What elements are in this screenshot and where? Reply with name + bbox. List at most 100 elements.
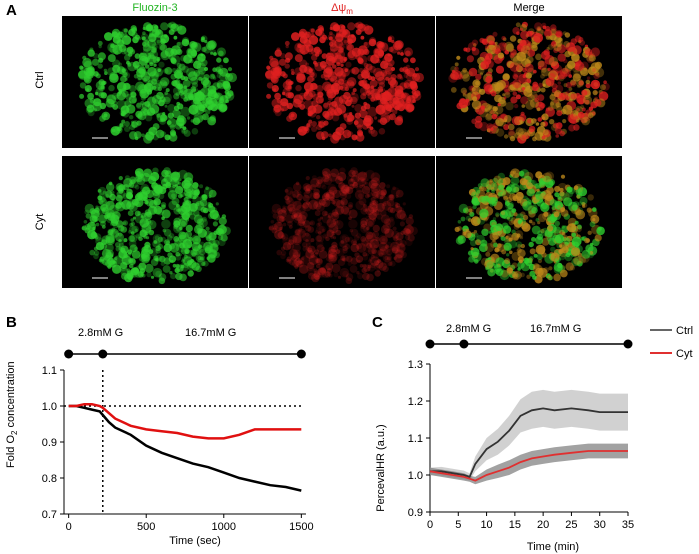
cell-blob	[515, 22, 521, 28]
cell-blob	[371, 206, 377, 213]
cell-blob	[559, 269, 568, 278]
cell-blob	[100, 85, 105, 90]
cell-blob	[322, 265, 330, 274]
cell-blob	[581, 89, 588, 96]
cell-blob	[368, 257, 373, 261]
cell-blob	[128, 252, 132, 256]
cell-blob	[180, 220, 186, 227]
cell-blob	[97, 63, 103, 69]
cell-blob	[308, 119, 313, 124]
cell-blob	[204, 40, 208, 44]
cell-blob	[169, 172, 179, 182]
cell-blob	[277, 209, 287, 219]
cell-blob	[584, 48, 592, 56]
cell-blob	[332, 198, 341, 207]
cell-blob	[538, 101, 543, 107]
cell-blob	[582, 203, 588, 208]
cell-blob	[128, 239, 137, 248]
cell-blob	[342, 257, 346, 262]
cell-blob	[324, 74, 330, 81]
cell-blob	[513, 212, 518, 217]
cell-blob	[331, 64, 337, 69]
cell-blob	[173, 105, 180, 111]
cell-blob	[366, 232, 376, 242]
cell-blob	[347, 77, 357, 87]
cell-blob	[197, 244, 203, 249]
cell-blob	[289, 190, 294, 194]
cell-blob	[196, 218, 204, 226]
cell-blob	[274, 92, 281, 100]
cell-blob	[271, 227, 278, 234]
y-tick-label: 0.7	[42, 509, 57, 521]
cell-blob	[367, 106, 378, 117]
cell-blob	[322, 174, 327, 178]
cell-blob	[191, 82, 198, 89]
cell-blob	[371, 188, 380, 197]
cell-blob	[103, 68, 108, 73]
cell-blob	[322, 233, 328, 239]
cell-blob	[509, 250, 513, 255]
cell-blob	[115, 203, 120, 209]
cell-blob	[559, 130, 565, 137]
cell-blob	[282, 205, 293, 215]
cell-blob	[274, 230, 284, 240]
cell-blob	[573, 256, 582, 265]
cell-blob	[312, 191, 320, 200]
cell-blob	[276, 208, 283, 215]
cell-blob	[397, 207, 405, 214]
cell-blob	[473, 232, 479, 238]
cell-blob	[379, 195, 384, 200]
cell-blob	[336, 62, 341, 67]
cell-blob	[322, 175, 330, 182]
cell-blob	[164, 104, 168, 108]
cell-blob	[188, 104, 199, 115]
cell-blob	[201, 46, 207, 53]
cell-blob	[121, 109, 130, 118]
cell-blob	[512, 273, 518, 280]
cell-blob	[115, 242, 121, 248]
cell-blob	[594, 71, 600, 76]
cell-blob	[457, 74, 464, 80]
cell-blob	[272, 213, 278, 219]
cell-blob	[105, 208, 115, 218]
cell-blob	[296, 73, 306, 83]
cell-blob	[362, 263, 367, 269]
cell-blob	[360, 224, 365, 229]
cell-blob	[150, 275, 155, 279]
cell-blob	[152, 234, 163, 244]
cell-blob	[484, 108, 488, 112]
cell-blob	[135, 233, 141, 239]
cell-blob	[208, 205, 216, 213]
cell-blob	[485, 266, 489, 271]
cell-blob	[207, 40, 217, 50]
cell-blob	[120, 48, 127, 55]
cell-blob	[352, 182, 359, 189]
cell-blob	[369, 79, 378, 88]
cell-blob	[191, 252, 197, 258]
cell-blob	[360, 223, 370, 234]
cell-blob	[301, 50, 306, 56]
cell-blob	[310, 28, 315, 33]
cell-blob	[370, 172, 381, 182]
cell-blob	[555, 134, 559, 138]
cell-blob	[391, 230, 400, 239]
protocol-high-glucose-label: 16.7mM G	[530, 323, 581, 335]
cell-blob	[594, 61, 602, 69]
cell-blob	[487, 268, 496, 277]
cell-blob	[305, 188, 311, 194]
cell-blob	[462, 74, 470, 82]
cell-blob	[324, 193, 331, 200]
cell-blob	[394, 40, 404, 50]
cell-blob	[526, 30, 533, 37]
cell-blob	[326, 268, 333, 274]
cell-blob	[407, 224, 412, 229]
cell-blob	[495, 117, 504, 127]
cell-blob	[161, 216, 165, 220]
cell-blob	[277, 221, 282, 227]
cell-blob	[202, 194, 207, 199]
cell-blob	[570, 80, 577, 87]
cell-blob	[176, 101, 181, 106]
cell-blob	[301, 230, 305, 234]
cell-blob	[186, 47, 196, 57]
cell-blob	[381, 192, 386, 197]
